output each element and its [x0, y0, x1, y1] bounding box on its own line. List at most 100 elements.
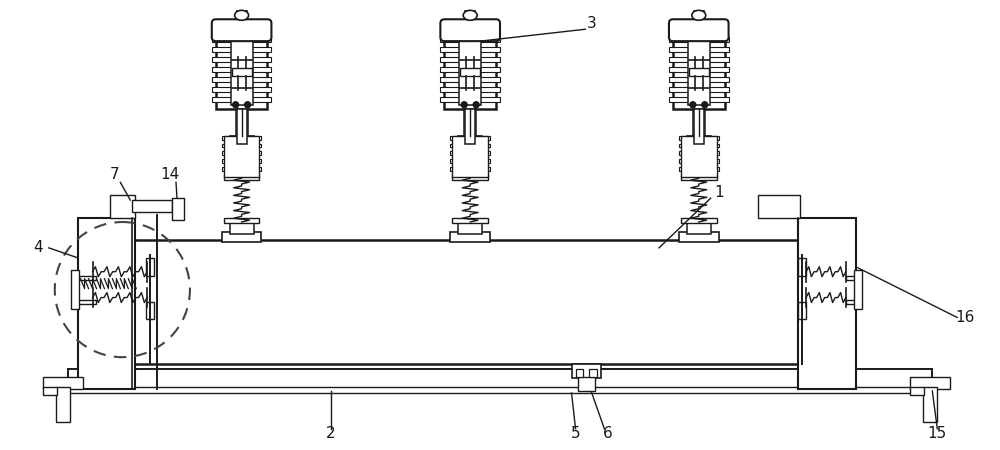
Bar: [854, 270, 862, 310]
Ellipse shape: [235, 10, 249, 20]
Bar: [669, 67, 729, 72]
Bar: [212, 57, 271, 62]
Text: 1: 1: [714, 184, 723, 200]
Bar: [460, 68, 480, 76]
Bar: [458, 220, 482, 234]
Bar: [224, 176, 259, 180]
Text: 14: 14: [160, 167, 180, 182]
Bar: [231, 29, 253, 105]
Bar: [669, 47, 729, 52]
Bar: [450, 135, 490, 140]
Bar: [440, 37, 500, 42]
Circle shape: [245, 102, 251, 108]
Bar: [110, 195, 135, 218]
Circle shape: [461, 102, 467, 108]
Bar: [56, 387, 70, 422]
Bar: [576, 369, 583, 377]
Bar: [910, 387, 924, 395]
Bar: [798, 258, 806, 276]
Bar: [450, 159, 490, 163]
Bar: [230, 220, 254, 234]
Bar: [146, 302, 154, 319]
Bar: [681, 218, 717, 223]
Bar: [132, 240, 798, 364]
Text: 7: 7: [110, 167, 119, 182]
Bar: [465, 109, 475, 144]
Bar: [681, 135, 717, 177]
Bar: [589, 369, 597, 377]
Bar: [669, 57, 729, 62]
Bar: [669, 77, 729, 82]
Bar: [212, 37, 271, 42]
Bar: [798, 302, 806, 319]
Circle shape: [690, 102, 696, 108]
Bar: [444, 27, 496, 109]
Text: 5: 5: [571, 426, 580, 441]
Bar: [212, 87, 271, 92]
Text: 15: 15: [928, 426, 947, 441]
Bar: [681, 176, 717, 180]
Ellipse shape: [692, 10, 706, 20]
Circle shape: [233, 102, 239, 108]
Bar: [679, 159, 719, 163]
Bar: [78, 300, 96, 303]
Bar: [910, 377, 950, 389]
Bar: [71, 270, 79, 310]
Bar: [450, 232, 490, 242]
Bar: [146, 258, 154, 276]
Text: 16: 16: [955, 310, 975, 325]
Bar: [230, 135, 254, 176]
Bar: [237, 11, 247, 23]
Bar: [440, 87, 500, 92]
Bar: [450, 167, 490, 171]
Bar: [688, 29, 710, 105]
Bar: [172, 198, 184, 220]
Text: 4: 4: [33, 240, 43, 255]
Bar: [224, 21, 259, 33]
Bar: [132, 200, 172, 212]
Bar: [232, 68, 252, 76]
Bar: [212, 67, 271, 72]
Bar: [687, 135, 711, 176]
Bar: [578, 377, 595, 391]
Bar: [689, 68, 709, 76]
Bar: [679, 167, 719, 171]
Bar: [212, 97, 271, 102]
Circle shape: [473, 102, 479, 108]
Bar: [458, 135, 482, 176]
Bar: [572, 364, 601, 378]
Bar: [679, 135, 719, 140]
Bar: [452, 218, 488, 223]
Bar: [222, 152, 261, 155]
Bar: [679, 232, 719, 242]
Bar: [440, 57, 500, 62]
Bar: [465, 11, 475, 23]
Bar: [452, 176, 488, 180]
Bar: [846, 300, 856, 303]
Bar: [679, 144, 719, 148]
Bar: [452, 135, 488, 177]
Bar: [78, 218, 135, 389]
Bar: [440, 67, 500, 72]
Circle shape: [702, 102, 708, 108]
Ellipse shape: [463, 10, 477, 20]
Bar: [681, 21, 717, 33]
Bar: [669, 97, 729, 102]
Bar: [68, 387, 932, 393]
Bar: [68, 369, 932, 389]
Bar: [237, 109, 247, 144]
Bar: [216, 27, 267, 109]
Bar: [450, 152, 490, 155]
Bar: [43, 387, 57, 395]
Bar: [694, 109, 704, 144]
FancyBboxPatch shape: [669, 19, 729, 41]
Bar: [222, 135, 261, 140]
Bar: [452, 21, 488, 33]
Bar: [758, 195, 800, 218]
Bar: [798, 218, 856, 389]
FancyBboxPatch shape: [440, 19, 500, 41]
Bar: [450, 144, 490, 148]
Bar: [222, 167, 261, 171]
Bar: [212, 47, 271, 52]
Bar: [846, 276, 856, 279]
